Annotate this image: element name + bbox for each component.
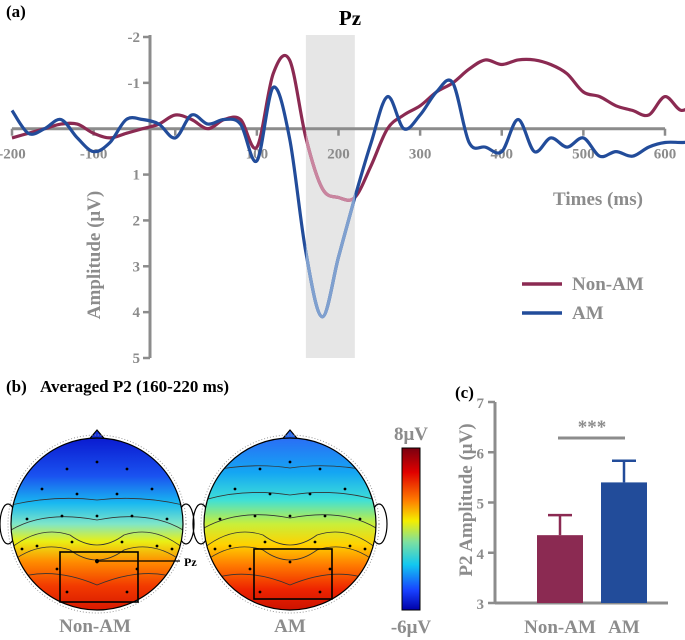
legend-label-non-am: Non-AM <box>572 274 644 295</box>
bar-y-tick-label: 6 <box>477 446 485 462</box>
bar-y-tick-label: 5 <box>477 497 485 513</box>
electrode-dots <box>20 460 367 594</box>
bar-non-am-label: Non-AM <box>524 617 596 638</box>
panel-a-title: Pz <box>339 6 361 30</box>
scalp-map-am: AM <box>192 429 388 637</box>
bar-y-tick-label: 7 <box>477 396 485 412</box>
scalp-label-am: AM <box>274 616 306 637</box>
y-tick-label: 4 <box>133 305 141 321</box>
colorbar-min-label: -6μV <box>391 617 432 638</box>
series-line-am <box>10 78 685 319</box>
y-tick-label: 1 <box>133 168 141 184</box>
y-tick-label: -1 <box>128 76 141 92</box>
panel-c-label: (c) <box>455 383 474 402</box>
x-axis-label: Times (ms) <box>553 189 643 210</box>
bar-non-am <box>537 535 583 603</box>
panel-a-label: (a) <box>6 2 26 21</box>
bar-am <box>601 482 647 603</box>
x-tick-label: 600 <box>654 147 677 163</box>
bar-y-tick-label: 4 <box>477 547 485 563</box>
y-tick-label: 2 <box>133 213 141 229</box>
scalp-map-non-am: Pz Non-AM <box>0 429 197 637</box>
bar-y-tick-label: 3 <box>477 597 485 613</box>
x-tick-label: 500 <box>572 147 595 163</box>
electrode-label-pz: Pz <box>184 555 197 569</box>
panel-b-title: Averaged P2 (160-220 ms) <box>40 377 229 396</box>
bar-am-label: AM <box>608 617 640 638</box>
y-tick-label: -2 <box>128 30 141 46</box>
colorbar-max-label: 8μV <box>394 424 428 445</box>
x-tick-label: 300 <box>409 147 432 163</box>
colorbar: 8μV -6μV <box>391 424 432 638</box>
y-axis-label: Amplitude (μV) <box>84 191 105 319</box>
y-tick-label: 5 <box>133 351 141 367</box>
bar-y-axis-label: P2 Amplitude (μV) <box>456 423 477 576</box>
panel-b-label: (b) <box>6 377 27 396</box>
panel-c: (c) 3 4 5 6 7 P2 Amplitude (μV) Non-AM AM *** <box>455 383 668 638</box>
panel-b: (b) Averaged P2 (160-220 ms) Pz Non-AM <box>0 377 431 638</box>
roi-box-non-am <box>59 551 139 603</box>
scalp-label-non-am: Non-AM <box>59 616 131 637</box>
x-tick-label: 200 <box>327 147 350 163</box>
y-axis: -2 -1 1 2 3 4 5 <box>128 30 152 367</box>
y-tick-label: 3 <box>133 259 141 275</box>
x-tick-label: 400 <box>491 147 514 163</box>
roi-box-am <box>253 548 333 600</box>
series-line-non-am <box>11 53 685 202</box>
legend: Non-AM AM <box>522 274 644 324</box>
legend-label-am: AM <box>572 303 604 324</box>
x-tick-label: -200 <box>0 147 26 163</box>
significance-label: *** <box>578 417 607 438</box>
